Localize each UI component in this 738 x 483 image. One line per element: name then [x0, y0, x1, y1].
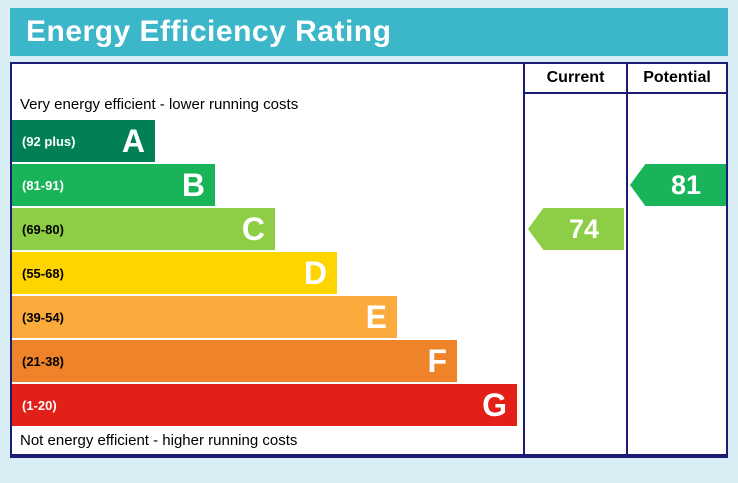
top-note: Very energy efficient - lower running co… — [20, 96, 299, 113]
band-c-letter: C — [241, 211, 265, 247]
band-d-letter: D — [303, 255, 327, 291]
band-a: (92 plus) A — [12, 120, 155, 162]
band-e-letter: E — [365, 299, 387, 335]
band-c-range: (69-80) — [22, 221, 64, 237]
band-g-letter: G — [482, 387, 507, 423]
current-rating-value: 74 — [568, 213, 600, 244]
potential-rating-pointer: 81 — [630, 164, 726, 206]
band-b-letter: B — [181, 167, 205, 203]
chart-title: Energy Efficiency Rating — [10, 8, 728, 56]
band-a-letter: A — [121, 123, 145, 159]
potential-column-header: Potential — [628, 64, 726, 94]
potential-rating-value: 81 — [670, 169, 702, 200]
band-f: (21-38) F — [12, 340, 457, 382]
band-d-range: (55-68) — [22, 265, 64, 281]
current-column-header: Current — [525, 64, 626, 94]
band-b: (81-91) B — [12, 164, 215, 206]
band-e-range: (39-54) — [22, 309, 64, 325]
column-divider-potential — [626, 64, 628, 454]
band-g: (1-20) G — [12, 384, 517, 426]
rating-bands: (92 plus) A (81-91) B (69-80) C (55-68) … — [12, 120, 517, 428]
band-d: (55-68) D — [12, 252, 337, 294]
band-f-range: (21-38) — [22, 353, 64, 369]
band-a-range: (92 plus) — [22, 133, 76, 149]
band-f-letter: F — [427, 343, 447, 379]
band-g-range: (1-20) — [22, 397, 57, 413]
column-divider-current — [523, 64, 525, 454]
current-rating-pointer: 74 — [528, 208, 624, 250]
band-e: (39-54) E — [12, 296, 397, 338]
energy-rating-chart: Current Potential Very energy efficient … — [10, 62, 728, 458]
bottom-note: Not energy efficient - higher running co… — [20, 432, 298, 449]
band-b-range: (81-91) — [22, 177, 64, 193]
band-c: (69-80) C — [12, 208, 275, 250]
